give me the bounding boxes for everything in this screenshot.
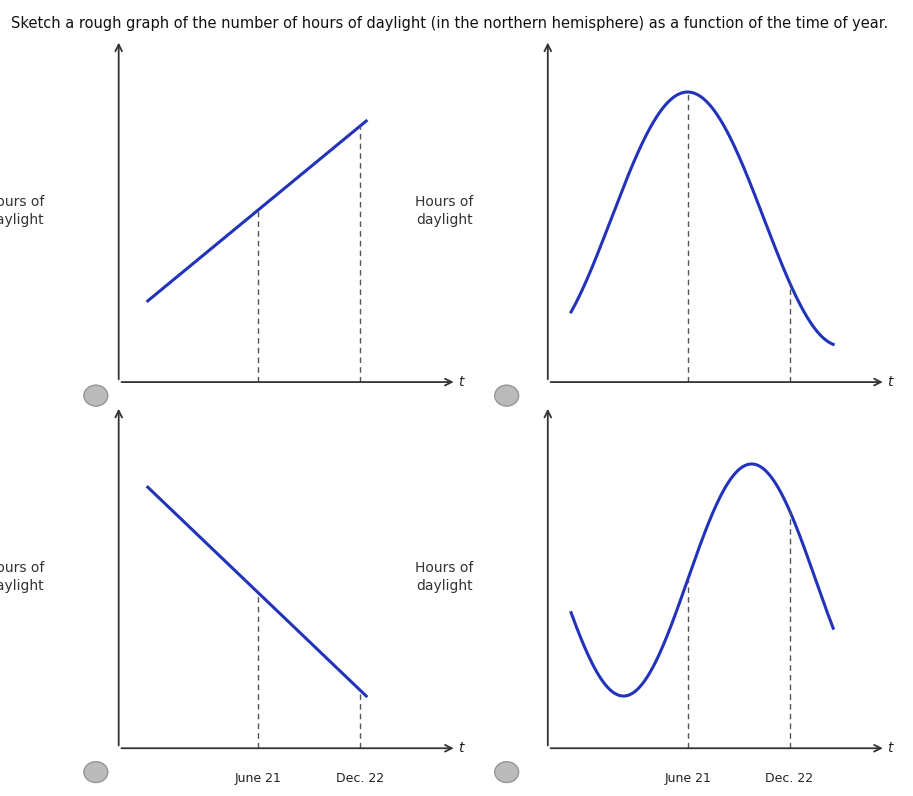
Text: June 21: June 21 xyxy=(664,772,711,785)
Text: t: t xyxy=(887,741,893,755)
Text: Dec. 22: Dec. 22 xyxy=(336,406,384,419)
Text: Hours of
daylight: Hours of daylight xyxy=(415,561,474,593)
Text: Dec. 22: Dec. 22 xyxy=(765,772,813,785)
Text: Dec. 22: Dec. 22 xyxy=(765,406,813,419)
Text: Hours of
daylight: Hours of daylight xyxy=(0,561,45,593)
Text: June 21: June 21 xyxy=(235,406,282,419)
Text: June 21: June 21 xyxy=(235,772,282,785)
Text: t: t xyxy=(458,375,464,389)
Text: Sketch a rough graph of the number of hours of daylight (in the northern hemisph: Sketch a rough graph of the number of ho… xyxy=(11,16,888,31)
Text: Hours of
daylight: Hours of daylight xyxy=(0,195,45,227)
Text: Dec. 22: Dec. 22 xyxy=(336,772,384,785)
Text: Hours of
daylight: Hours of daylight xyxy=(415,195,474,227)
Text: t: t xyxy=(887,375,893,389)
Text: June 21: June 21 xyxy=(664,406,711,419)
Text: t: t xyxy=(458,741,464,755)
